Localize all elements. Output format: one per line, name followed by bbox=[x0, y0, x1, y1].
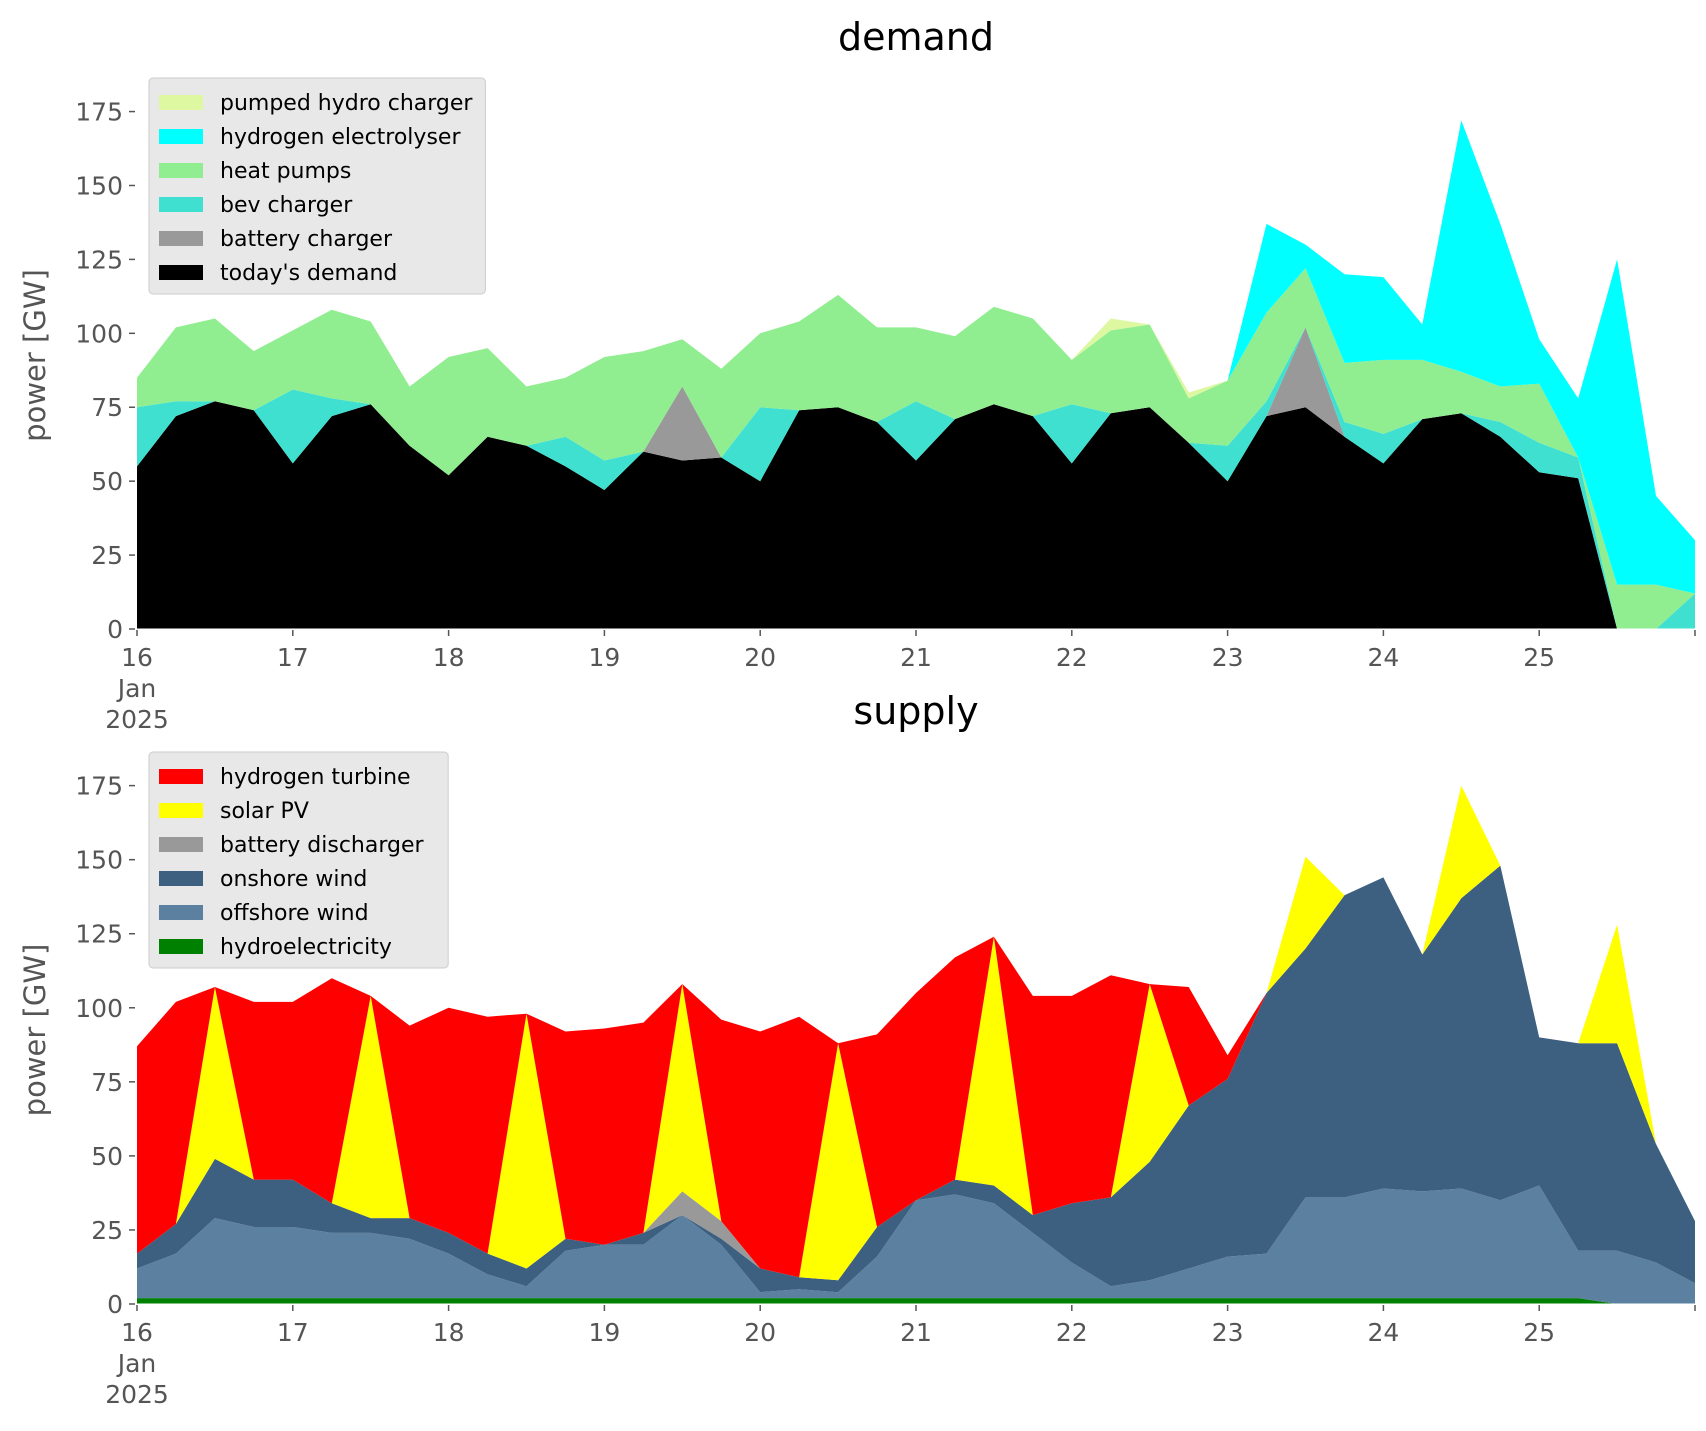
legend-label-battery-charger: battery charger bbox=[220, 227, 393, 252]
legend-label-today-s-demand: today's demand bbox=[220, 261, 397, 286]
legend-swatch-offshore-wind bbox=[159, 905, 203, 920]
series-areas bbox=[137, 120, 1695, 629]
legend-label-battery-discharger: battery discharger bbox=[220, 833, 425, 858]
legend-label-pumped-hydro-charger: pumped hydro charger bbox=[220, 91, 473, 116]
x-tick-label: 20 bbox=[744, 643, 776, 672]
legend-label-hydroelectricity: hydroelectricity bbox=[220, 935, 392, 960]
x-tick-label: 23 bbox=[1212, 643, 1244, 672]
x-tick-label: 19 bbox=[588, 1318, 620, 1347]
legend-swatch-battery-discharger bbox=[159, 837, 203, 852]
y-tick-label: 75 bbox=[91, 1068, 123, 1097]
legend-swatch-bev-charger bbox=[159, 197, 203, 212]
x-tick-label: 21 bbox=[900, 643, 932, 672]
y-tick-label: 50 bbox=[91, 467, 123, 496]
y-tick-label: 125 bbox=[75, 920, 123, 949]
y-tick-label: 25 bbox=[91, 541, 123, 570]
legend: hydrogen turbine solar PV battery discharg… bbox=[148, 751, 449, 969]
area-heat-pumps bbox=[137, 268, 1695, 629]
legend-swatch-solar-pv bbox=[159, 803, 203, 818]
x-tick-sublabel: 2025 bbox=[105, 705, 169, 734]
chart-title: demand bbox=[838, 15, 994, 59]
legend-label-solar-pv: solar PV bbox=[220, 799, 309, 824]
y-tick-label: 100 bbox=[75, 319, 123, 348]
x-tick-label: 22 bbox=[1056, 643, 1088, 672]
x-tick-label: 25 bbox=[1523, 1318, 1555, 1347]
y-tick-label: 175 bbox=[75, 98, 123, 127]
legend-swatch-onshore-wind bbox=[159, 871, 203, 886]
x-tick-label: 16 bbox=[121, 643, 153, 672]
x-tick-label: 23 bbox=[1212, 1318, 1244, 1347]
chart-title: supply bbox=[853, 689, 978, 733]
area-onshore-wind bbox=[137, 865, 1695, 1293]
y-tick-label: 50 bbox=[91, 1142, 123, 1171]
area-hydrogen-turbine bbox=[137, 785, 1695, 1278]
x-tick-sublabel: Jan bbox=[116, 674, 157, 703]
x-tick-label: 24 bbox=[1367, 1318, 1399, 1347]
legend-swatch-hydroelectricity bbox=[159, 939, 203, 954]
y-tick-label: 0 bbox=[107, 1290, 123, 1319]
legend-label-onshore-wind: onshore wind bbox=[220, 867, 367, 892]
legend-label-bev-charger: bev charger bbox=[220, 193, 353, 218]
x-tick-label: 17 bbox=[277, 643, 309, 672]
area-today-s-demand bbox=[137, 401, 1695, 629]
area-offshore-wind bbox=[137, 1185, 1695, 1304]
y-tick-label: 75 bbox=[91, 393, 123, 422]
area-hydrogen-electrolyser bbox=[137, 120, 1695, 594]
x-tick-label: 21 bbox=[900, 1318, 932, 1347]
x-tick-label: 22 bbox=[1056, 1318, 1088, 1347]
legend: pumped hydro charger hydrogen electrolyse… bbox=[148, 77, 486, 295]
x-tick-sublabel: Jan bbox=[116, 1349, 157, 1378]
area-battery-charger bbox=[137, 327, 1695, 629]
area-solar-pv bbox=[137, 785, 1695, 1281]
area-hydroelectricity bbox=[137, 1298, 1695, 1304]
y-tick-label: 150 bbox=[75, 171, 123, 200]
y-tick-label: 0 bbox=[107, 615, 123, 644]
x-tick-label: 17 bbox=[277, 1318, 309, 1347]
x-tick-label: 16 bbox=[121, 1318, 153, 1347]
legend-swatch-hydrogen-turbine bbox=[159, 769, 203, 784]
y-axis-label: power [GW] bbox=[18, 269, 52, 442]
x-tick-label: 25 bbox=[1523, 643, 1555, 672]
x-tick-label: 18 bbox=[433, 1318, 465, 1347]
y-tick-label: 125 bbox=[75, 245, 123, 274]
x-tick-label: 20 bbox=[744, 1318, 776, 1347]
y-axis-label: power [GW] bbox=[18, 944, 52, 1117]
x-tick-sublabel: 2025 bbox=[105, 1380, 169, 1409]
legend-frame bbox=[148, 77, 486, 295]
legend-label-hydrogen-turbine: hydrogen turbine bbox=[220, 765, 411, 790]
legend-swatch-battery-charger bbox=[159, 231, 203, 246]
y-tick-label: 150 bbox=[75, 846, 123, 875]
chart-demand: demand power [GW] 0 25 50 75 100 125 150 175 16Jan… bbox=[18, 15, 1696, 734]
legend-label-heat-pumps: heat pumps bbox=[220, 159, 351, 184]
x-tick-label: 24 bbox=[1367, 643, 1399, 672]
x-tick-label: 18 bbox=[433, 643, 465, 672]
series-areas bbox=[137, 785, 1695, 1304]
legend-swatch-hydrogen-electrolyser bbox=[159, 129, 203, 144]
legend-swatch-pumped-hydro-charger bbox=[159, 95, 203, 110]
y-tick-label: 25 bbox=[91, 1216, 123, 1245]
legend-swatch-today-s-demand bbox=[159, 265, 203, 280]
legend-label-hydrogen-electrolyser: hydrogen electrolyser bbox=[220, 125, 461, 150]
x-tick-label: 19 bbox=[588, 643, 620, 672]
legend-label-offshore-wind: offshore wind bbox=[220, 901, 369, 926]
y-tick-label: 175 bbox=[75, 772, 123, 801]
y-tick-label: 100 bbox=[75, 994, 123, 1023]
chart-supply: supply power [GW] 0 25 50 75 100 125 150 175 16Jan… bbox=[18, 689, 1696, 1409]
legend-swatch-heat-pumps bbox=[159, 163, 203, 178]
legend-frame bbox=[148, 751, 449, 969]
